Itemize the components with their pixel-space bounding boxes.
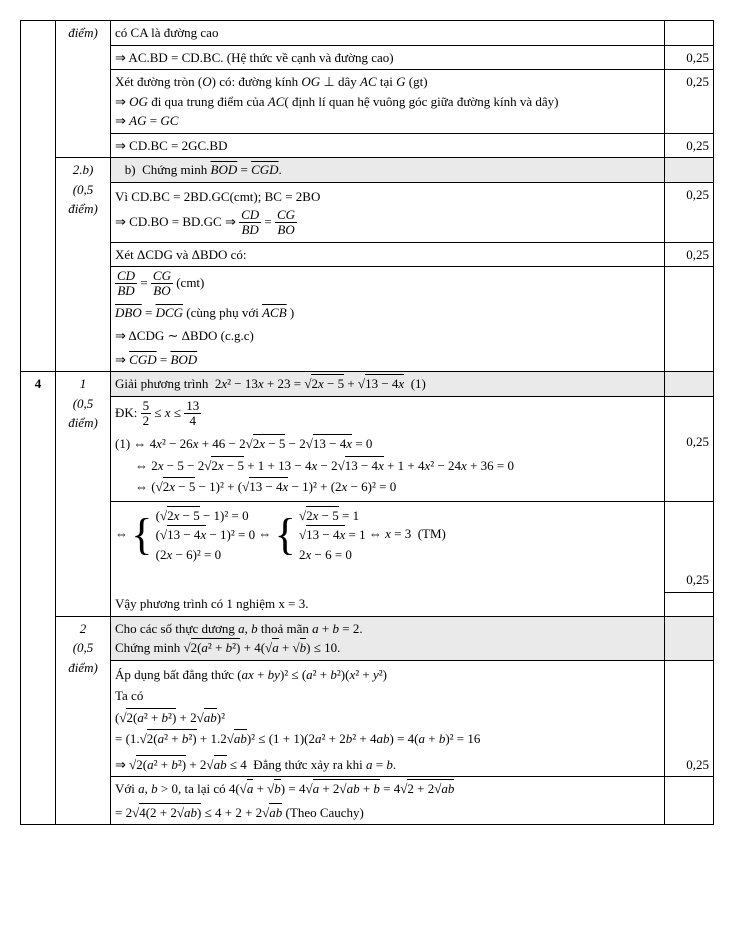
sec-pts: (0,5 điểm) [68, 182, 98, 217]
cell: ⇒ ΔCDG ∼ ΔBDO (c.g.c) [111, 324, 665, 348]
sec-num: 1 [80, 376, 87, 391]
sec-pts: (0,5 điểm) [68, 640, 98, 675]
cell: Xét ΔCDG và ΔBDO có: [111, 242, 665, 267]
cell: Xét đường tròn (O) có: đường kính OG ⊥ d… [111, 70, 665, 134]
cell: ⇔ { (√2x − 5 − 1)² = 0 (√13 − 4x − 1)² =… [111, 501, 665, 568]
section-title: Cho các số thực dương a, b thoả mãn a + … [111, 616, 665, 660]
cell: ⇒ √2(a² + b²) + 2√ab ≤ 4 Đẳng thức xảy r… [111, 753, 665, 777]
cell: Vì CD.BC = 2BD.GC(cmt); BC = 2BO ⇒ CD.BO… [111, 182, 665, 242]
sec-num: 2 [80, 621, 87, 636]
cell: ⇒ AC.BD = CD.BC. (Hệ thức về cạnh và đườ… [111, 45, 665, 70]
cell: ĐK: 52 ≤ x ≤ 134 [111, 396, 665, 430]
q-col [21, 21, 56, 372]
cell: (1) ⇔ 4x² − 26x + 46 − 2√2x − 5 − 2√13 −… [111, 430, 665, 501]
score: 0,25 [665, 45, 714, 70]
sec-num: 2.b) [73, 162, 94, 177]
cell: ⇒ CGD = BOD [111, 348, 665, 372]
q-col: 4 [21, 372, 56, 825]
score: 0,25 [665, 182, 714, 242]
cell: Với a, b > 0, ta lại có 4(√a + √b) = 4√a… [111, 777, 665, 801]
sec-col: 1 (0,5 điểm) [56, 372, 111, 617]
cell: CDBD = CGBO (cmt) [111, 267, 665, 301]
solution-table: điểm) có CA là đường cao ⇒ AC.BD = CD.BC… [20, 20, 714, 825]
sec-pts: điểm) [68, 25, 98, 40]
score: 0,25 [665, 133, 714, 158]
cell: ⇒ CD.BC = 2GC.BD [111, 133, 665, 158]
score [665, 158, 714, 183]
sec-col: điểm) [56, 21, 111, 158]
score: 0,25 [665, 242, 714, 267]
cell: Vậy phương trình có 1 nghiệm x = 3. [111, 592, 665, 616]
cell: có CA là đường cao [111, 21, 665, 46]
sec-col: 2.b) (0,5 điểm) [56, 158, 111, 372]
score: 0,25 [665, 70, 714, 134]
sec-pts: (0,5 điểm) [68, 396, 98, 431]
section-title: Giải phương trình 2x² − 13x + 23 = √2x −… [111, 372, 665, 397]
score [665, 21, 714, 46]
cell: = 2√4(2 + 2√ab) ≤ 4 + 2 + 2√ab (Theo Cau… [111, 801, 665, 825]
cell: DBO = DCG (cùng phụ với ACB ) [111, 301, 665, 325]
sec-col: 2 (0,5 điểm) [56, 616, 111, 825]
cell: Áp dụng bất đẳng thức (ax + by)² ≤ (a² +… [111, 660, 665, 753]
section-title: b) Chứng minh BOD = CGD. [111, 158, 665, 183]
score [665, 267, 714, 301]
